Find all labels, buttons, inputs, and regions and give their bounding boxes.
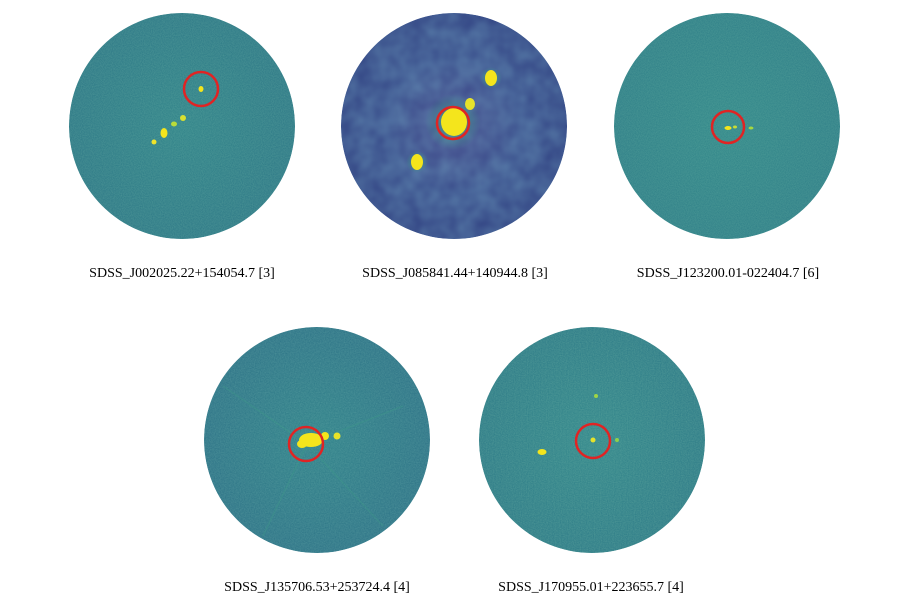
radio-sources	[151, 86, 204, 145]
marker-circle	[182, 70, 220, 108]
panel-caption-3: SDSS_J123200.01-022404.7 [6]	[636, 266, 820, 281]
radio-image-1	[69, 13, 295, 239]
image-panel-1	[68, 12, 296, 240]
image-panel-3	[613, 12, 841, 240]
radio-image-2	[341, 13, 567, 239]
panel-caption-5: SDSS_J170955.01+223655.7 [4]	[498, 580, 684, 595]
radio-sources	[537, 394, 619, 455]
marker-circle	[435, 105, 471, 141]
image-panel-4	[203, 326, 431, 554]
image-panel-5	[478, 326, 706, 554]
radio-sources	[724, 125, 754, 130]
image-panel-2	[340, 12, 568, 240]
radio-sources	[406, 67, 502, 173]
radio-image-4	[204, 327, 430, 553]
panel-caption-4: SDSS_J135706.53+253724.4 [4]	[224, 580, 410, 595]
radio-sources	[297, 432, 341, 448]
marker-circle	[287, 425, 325, 463]
panel-caption-2: SDSS_J085841.44+140944.8 [3]	[362, 266, 548, 281]
marker-circle	[710, 109, 746, 145]
radio-image-3	[614, 13, 840, 239]
marker-circle	[574, 422, 612, 460]
panel-caption-1: SDSS_J002025.22+154054.7 [3]	[89, 266, 275, 281]
radio-image-5	[479, 327, 705, 553]
